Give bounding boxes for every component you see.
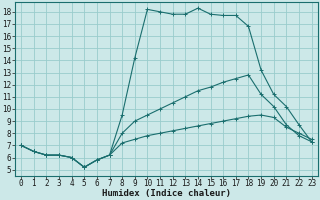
X-axis label: Humidex (Indice chaleur): Humidex (Indice chaleur) — [102, 189, 231, 198]
